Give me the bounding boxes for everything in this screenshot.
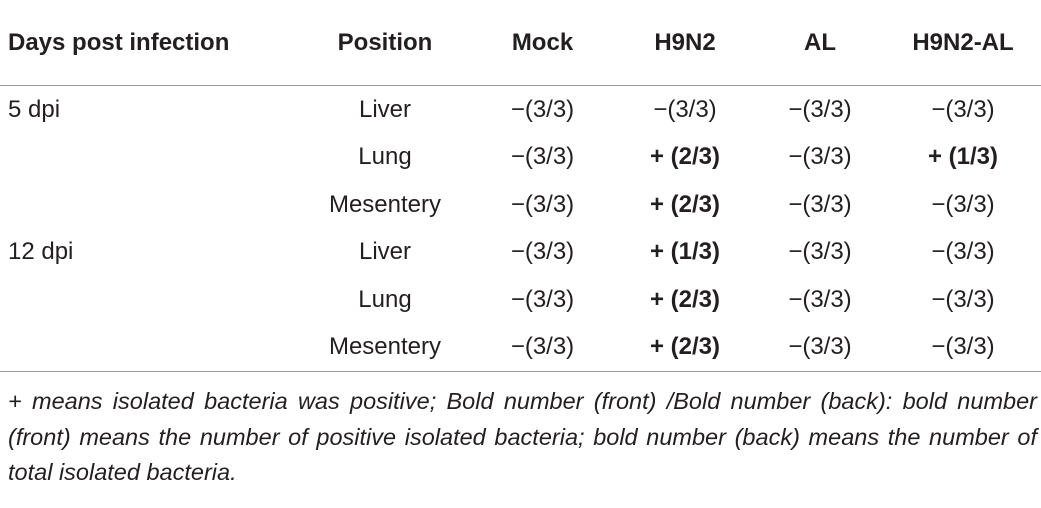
table-row: Mesentery −(3/3) + (2/3) −(3/3) −(3/3) (0, 323, 1041, 372)
table-cell: Liver (358, 238, 412, 266)
table-cell: −(3/3) (755, 323, 885, 372)
header-cell: AL (755, 0, 885, 86)
header-cell: H9N2-AL (885, 0, 1041, 86)
table-cell: −(3/3) (788, 190, 852, 218)
table-cell: −(3/3) (788, 285, 852, 313)
table-cell: −(3/3) (931, 95, 995, 123)
table-cell: −(3/3) (510, 190, 575, 218)
table-cell: −(3/3) (931, 285, 995, 313)
empty-cell (0, 181, 300, 229)
table-cell: Liver (358, 95, 412, 123)
header-row: Days post infection Position Mock H9N2 AL H9N… (0, 0, 1041, 86)
table-cell: + (2/3) (649, 285, 721, 313)
table-cell: −(3/3) (788, 143, 852, 171)
table-row: Lung −(3/3) + (2/3) −(3/3) + (1/3) (0, 134, 1041, 182)
table-cell: −(3/3) (510, 285, 575, 313)
empty-cell (0, 323, 300, 372)
table-cell: −(3/3) (510, 95, 575, 123)
table-cell: Lung (358, 143, 412, 171)
table-cell: −(3/3) (931, 190, 995, 218)
table-row: Lung −(3/3) + (2/3) −(3/3) −(3/3) (0, 276, 1041, 324)
table-cell: + (2/3) (649, 143, 721, 171)
table-row: Mesentery −(3/3) + (2/3) −(3/3) −(3/3) (0, 181, 1041, 229)
table-cell: −(3/3) (788, 238, 852, 266)
table-cell: −(3/3) (510, 238, 575, 266)
table-cell: −(3/3) (653, 95, 717, 123)
empty-cell (0, 134, 300, 182)
table-cell: −(3/3) (788, 95, 852, 123)
table-body: 5 dpi Liver −(3/3) −(3/3) −(3/3) −(3/3) Lung −(… (0, 86, 1041, 372)
table-cell: + (2/3) (615, 323, 755, 372)
table-cell: −(3/3) (510, 143, 575, 171)
table-cell: + (1/3) (927, 143, 999, 171)
table-cell: + (1/3) (649, 238, 721, 266)
table-cell: −(3/3) (885, 323, 1041, 372)
table-cell: Mesentery (300, 323, 470, 372)
table-cell: 12 dpi (8, 238, 74, 266)
header-cell: Mock (470, 0, 615, 86)
table-row: 5 dpi Liver −(3/3) −(3/3) −(3/3) −(3/3) (0, 86, 1041, 134)
header-cell: H9N2 (615, 0, 755, 86)
header-cell: Days post infection (0, 0, 300, 86)
table-cell: 5 dpi (8, 95, 61, 123)
table: Days post infection Position Mock H9N2 AL H9N… (0, 0, 1041, 372)
footnote: + means isolated bacteria was positive; … (8, 388, 1037, 485)
table-row: 12 dpi Liver −(3/3) + (1/3) −(3/3) −(3/3) (0, 229, 1041, 277)
empty-cell (0, 276, 300, 324)
table-cell: −(3/3) (470, 323, 615, 372)
table-cell: Lung (358, 285, 412, 313)
table-cell: Mesentery (328, 190, 442, 218)
table-cell: −(3/3) (931, 238, 995, 266)
table-cell: + (2/3) (649, 190, 721, 218)
header-cell: Position (300, 0, 470, 86)
